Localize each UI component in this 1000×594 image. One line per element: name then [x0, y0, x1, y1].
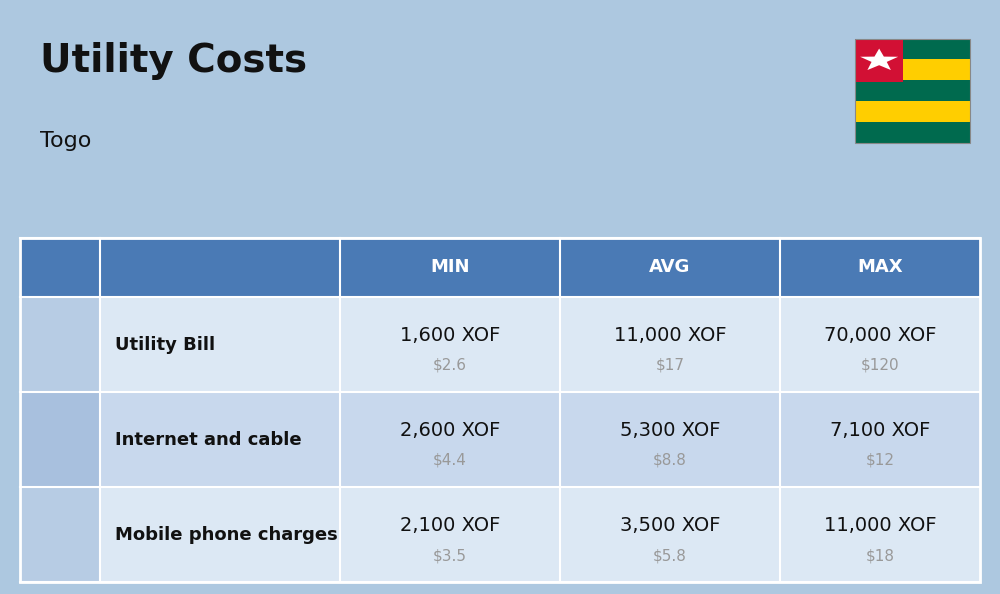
- FancyBboxPatch shape: [855, 101, 970, 122]
- Text: $3.5: $3.5: [433, 548, 467, 563]
- FancyBboxPatch shape: [855, 122, 970, 143]
- Text: $120: $120: [861, 358, 899, 373]
- FancyBboxPatch shape: [855, 39, 970, 59]
- Text: $17: $17: [656, 358, 684, 373]
- Text: 7,100 XOF: 7,100 XOF: [830, 421, 930, 440]
- Text: 2,100 XOF: 2,100 XOF: [400, 516, 500, 535]
- Polygon shape: [860, 49, 898, 70]
- Text: Internet and cable: Internet and cable: [115, 431, 302, 448]
- Text: $8.8: $8.8: [653, 453, 687, 468]
- FancyBboxPatch shape: [855, 59, 970, 80]
- Text: 3,500 XOF: 3,500 XOF: [620, 516, 720, 535]
- Text: 11,000 XOF: 11,000 XOF: [614, 326, 726, 345]
- Text: $12: $12: [866, 453, 895, 468]
- Text: $18: $18: [866, 548, 895, 563]
- FancyBboxPatch shape: [855, 80, 970, 101]
- Text: 1,600 XOF: 1,600 XOF: [400, 326, 500, 345]
- Text: 2,600 XOF: 2,600 XOF: [400, 421, 500, 440]
- FancyBboxPatch shape: [20, 487, 980, 582]
- Text: Utility Bill: Utility Bill: [115, 336, 215, 353]
- Text: MIN: MIN: [430, 258, 470, 276]
- FancyBboxPatch shape: [20, 392, 100, 487]
- FancyBboxPatch shape: [20, 392, 980, 487]
- FancyBboxPatch shape: [20, 297, 100, 392]
- FancyBboxPatch shape: [20, 297, 980, 392]
- Text: Utility Costs: Utility Costs: [40, 42, 307, 80]
- Text: 11,000 XOF: 11,000 XOF: [824, 516, 936, 535]
- FancyBboxPatch shape: [20, 238, 980, 297]
- Text: 70,000 XOF: 70,000 XOF: [824, 326, 936, 345]
- Text: $2.6: $2.6: [433, 358, 467, 373]
- Text: Mobile phone charges: Mobile phone charges: [115, 526, 338, 544]
- Text: 5,300 XOF: 5,300 XOF: [620, 421, 720, 440]
- Text: $4.4: $4.4: [433, 453, 467, 468]
- Text: Togo: Togo: [40, 131, 91, 151]
- Text: AVG: AVG: [649, 258, 691, 276]
- Text: $5.8: $5.8: [653, 548, 687, 563]
- FancyBboxPatch shape: [20, 487, 100, 582]
- FancyBboxPatch shape: [855, 39, 903, 82]
- Text: MAX: MAX: [857, 258, 903, 276]
